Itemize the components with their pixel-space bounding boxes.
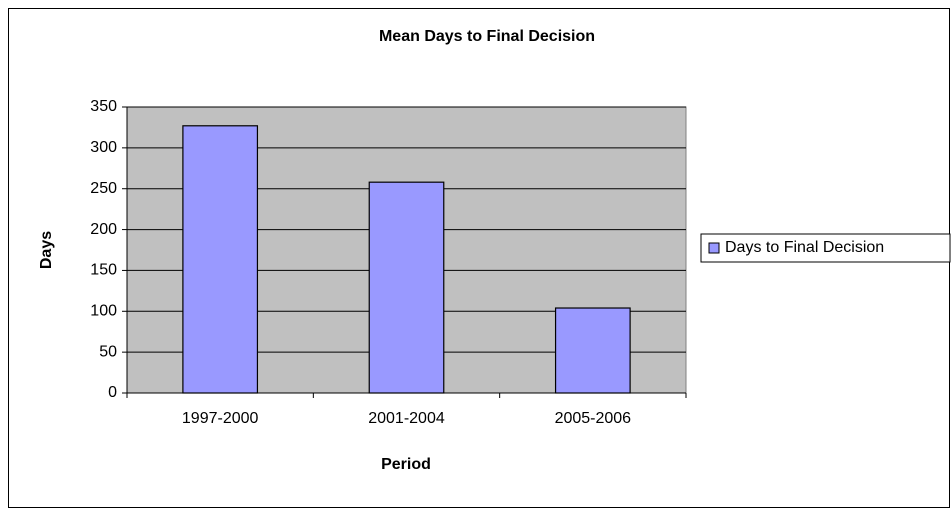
x-axis-label: Period [381,456,431,473]
y-tick-label: 350 [90,98,117,115]
chart-title: Mean Days to Final Decision [379,28,595,45]
bar [182,125,259,394]
bar [554,307,631,394]
legend-box [700,233,951,263]
legend-swatch [708,242,720,254]
y-tick-label: 250 [90,180,117,197]
y-tick-label: 200 [90,221,117,238]
y-tick-label: 100 [90,303,117,320]
x-tick-label: 2001-2004 [368,410,445,427]
y-tick-label: 50 [99,343,117,360]
y-tick-label: 150 [90,262,117,279]
x-tick-label: 2005-2006 [555,410,632,427]
bar [368,181,445,394]
y-axis-label: Days [38,231,55,269]
y-tick-label: 300 [90,139,117,156]
legend-label: Days to Final Decision [725,239,884,256]
y-tick-label: 0 [108,384,117,401]
x-tick-label: 1997-2000 [182,410,259,427]
